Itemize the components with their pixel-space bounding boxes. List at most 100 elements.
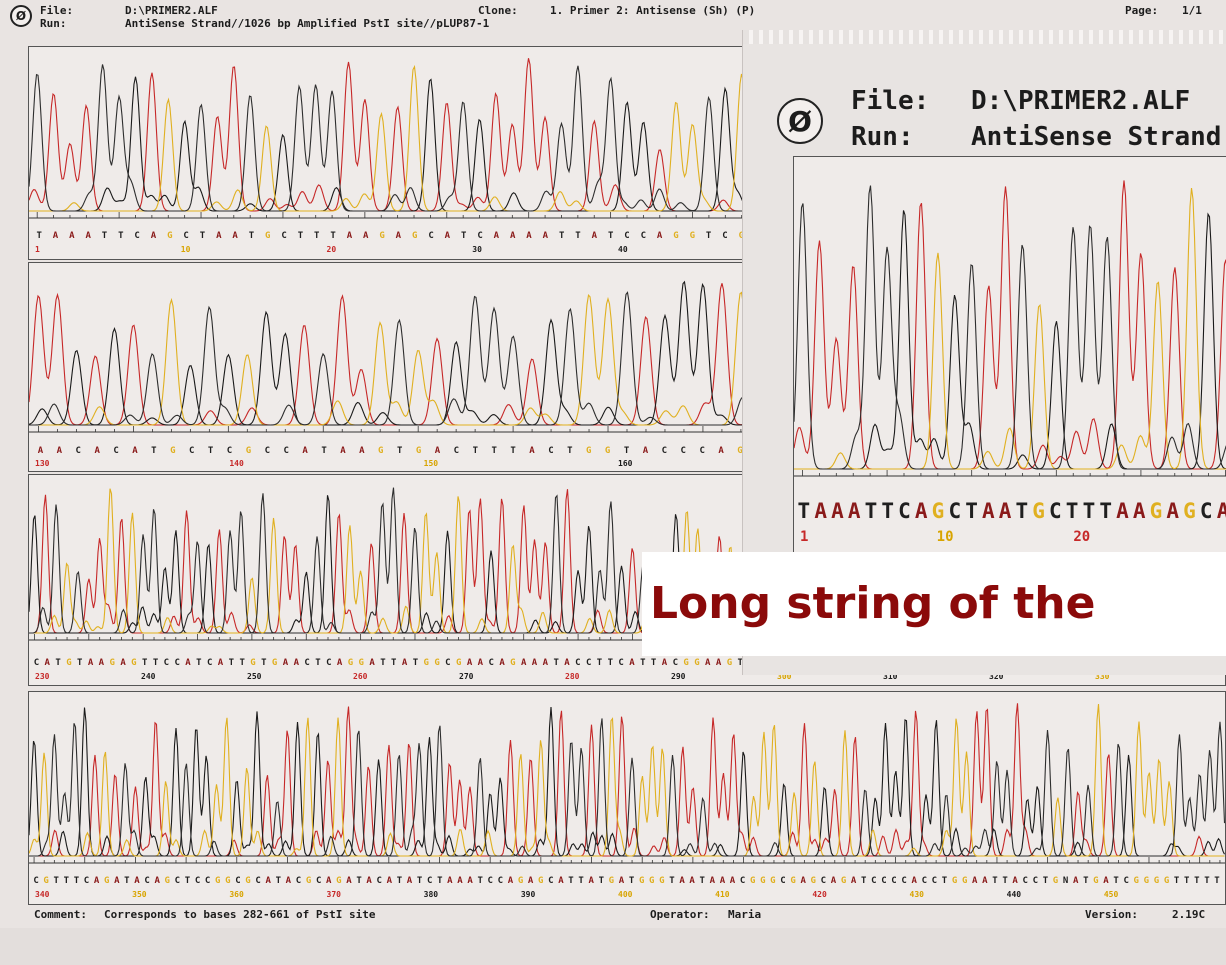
base-call: G	[649, 876, 655, 886]
base-call: T	[1015, 499, 1030, 523]
base-call: C	[739, 876, 746, 886]
base-call: A	[509, 231, 516, 241]
position-label: 270	[459, 672, 474, 681]
base-call: T	[864, 499, 879, 523]
base-call: G	[164, 876, 170, 886]
comment-value: Corresponds to bases 282-661 of PstI sit…	[104, 908, 376, 921]
base-call: C	[83, 876, 90, 886]
base-call: C	[624, 231, 630, 241]
operator-label: Operator:	[650, 908, 710, 921]
base-call: C	[445, 658, 451, 668]
base-call: A	[94, 446, 100, 456]
base-call: C	[326, 658, 332, 668]
base-call: C	[575, 658, 581, 668]
base-call: T	[101, 231, 108, 241]
base-call: T	[184, 876, 191, 886]
base-call: G	[347, 658, 354, 668]
base-call: G	[790, 876, 796, 886]
position-label: 340	[35, 890, 50, 899]
base-call: A	[93, 876, 100, 886]
base-call: A	[326, 876, 332, 886]
base-call: T	[118, 231, 124, 241]
base-call: G	[423, 658, 429, 668]
base-call: C	[174, 658, 180, 668]
base-call: T	[199, 231, 206, 241]
base-call: C	[672, 658, 678, 668]
base-call: T	[315, 658, 321, 668]
base-call: T	[965, 499, 979, 523]
run-value: AntiSense Strand//1026 bp Amplified PstI…	[125, 17, 490, 30]
base-call: T	[1113, 876, 1119, 886]
base-call: G	[1149, 499, 1164, 523]
base-call: A	[366, 876, 372, 886]
base-call: C	[548, 446, 554, 456]
base-call: G	[456, 658, 462, 668]
zoom-position-row: 1 10 20	[794, 529, 1226, 547]
base-call: A	[154, 876, 160, 886]
base-call: A	[542, 658, 549, 668]
base-call: C	[194, 876, 201, 886]
base-call: G	[689, 231, 695, 241]
base-call: T	[228, 658, 235, 668]
base-call: G	[1183, 499, 1197, 523]
file-value: D:\PRIMER2.ALF	[125, 4, 218, 17]
base-call: A	[564, 658, 570, 668]
trace-4	[29, 703, 1225, 864]
base-call: A	[527, 876, 534, 886]
base-call: T	[598, 876, 604, 886]
base-call: A	[336, 658, 343, 668]
base-call: A	[629, 658, 635, 668]
base-call: C	[477, 231, 483, 241]
base-call: G	[358, 658, 364, 668]
base-call: G	[245, 446, 252, 456]
base-call: C	[548, 876, 554, 886]
base-call: T	[396, 446, 403, 456]
position-label: 430	[909, 890, 924, 899]
base-call: C	[183, 231, 189, 241]
position-label: 370	[326, 890, 341, 899]
base-call: C	[428, 231, 434, 241]
base-call: G	[170, 446, 176, 456]
base-call: A	[447, 876, 453, 886]
zoom-file-value: D:\PRIMER2.ALF	[971, 86, 1191, 116]
base-call: T	[568, 876, 574, 886]
base-call: T	[628, 876, 635, 886]
run-label: Run:	[40, 17, 67, 30]
base-call: A	[558, 876, 564, 886]
base-call: A	[972, 876, 978, 886]
base-call: A	[800, 876, 806, 886]
base-call: G	[336, 876, 342, 886]
base-call: G	[1032, 499, 1046, 523]
base-call: A	[444, 231, 451, 241]
base-call: T	[705, 231, 712, 241]
base-call: A	[37, 446, 44, 456]
base-call: A	[718, 446, 724, 456]
base-call: T	[1065, 499, 1080, 523]
base-call: T	[607, 658, 614, 668]
base-call: G	[770, 876, 776, 886]
base-call: G	[1163, 876, 1170, 886]
base-call: G	[43, 876, 49, 886]
base-call: G	[608, 876, 615, 886]
base-call: A	[719, 876, 726, 886]
base-call: C	[901, 876, 907, 886]
base-call: A	[656, 231, 663, 241]
base-call: A	[588, 876, 594, 886]
base-call: G	[726, 658, 733, 668]
base-call: C	[255, 876, 261, 886]
zoom-trace	[794, 180, 1226, 477]
trace-line-T	[794, 185, 1226, 470]
base-call: G	[760, 876, 766, 886]
base-call: C	[426, 876, 433, 886]
base-call: A	[134, 876, 140, 886]
base-call: C	[891, 876, 897, 886]
base-call: T	[275, 876, 281, 886]
base-call: G	[1143, 876, 1150, 886]
base-call: T	[416, 876, 423, 886]
position-label: 360	[229, 890, 244, 899]
base-call: A	[293, 658, 299, 668]
base-call: A	[618, 876, 625, 886]
base-call: G	[638, 876, 645, 886]
